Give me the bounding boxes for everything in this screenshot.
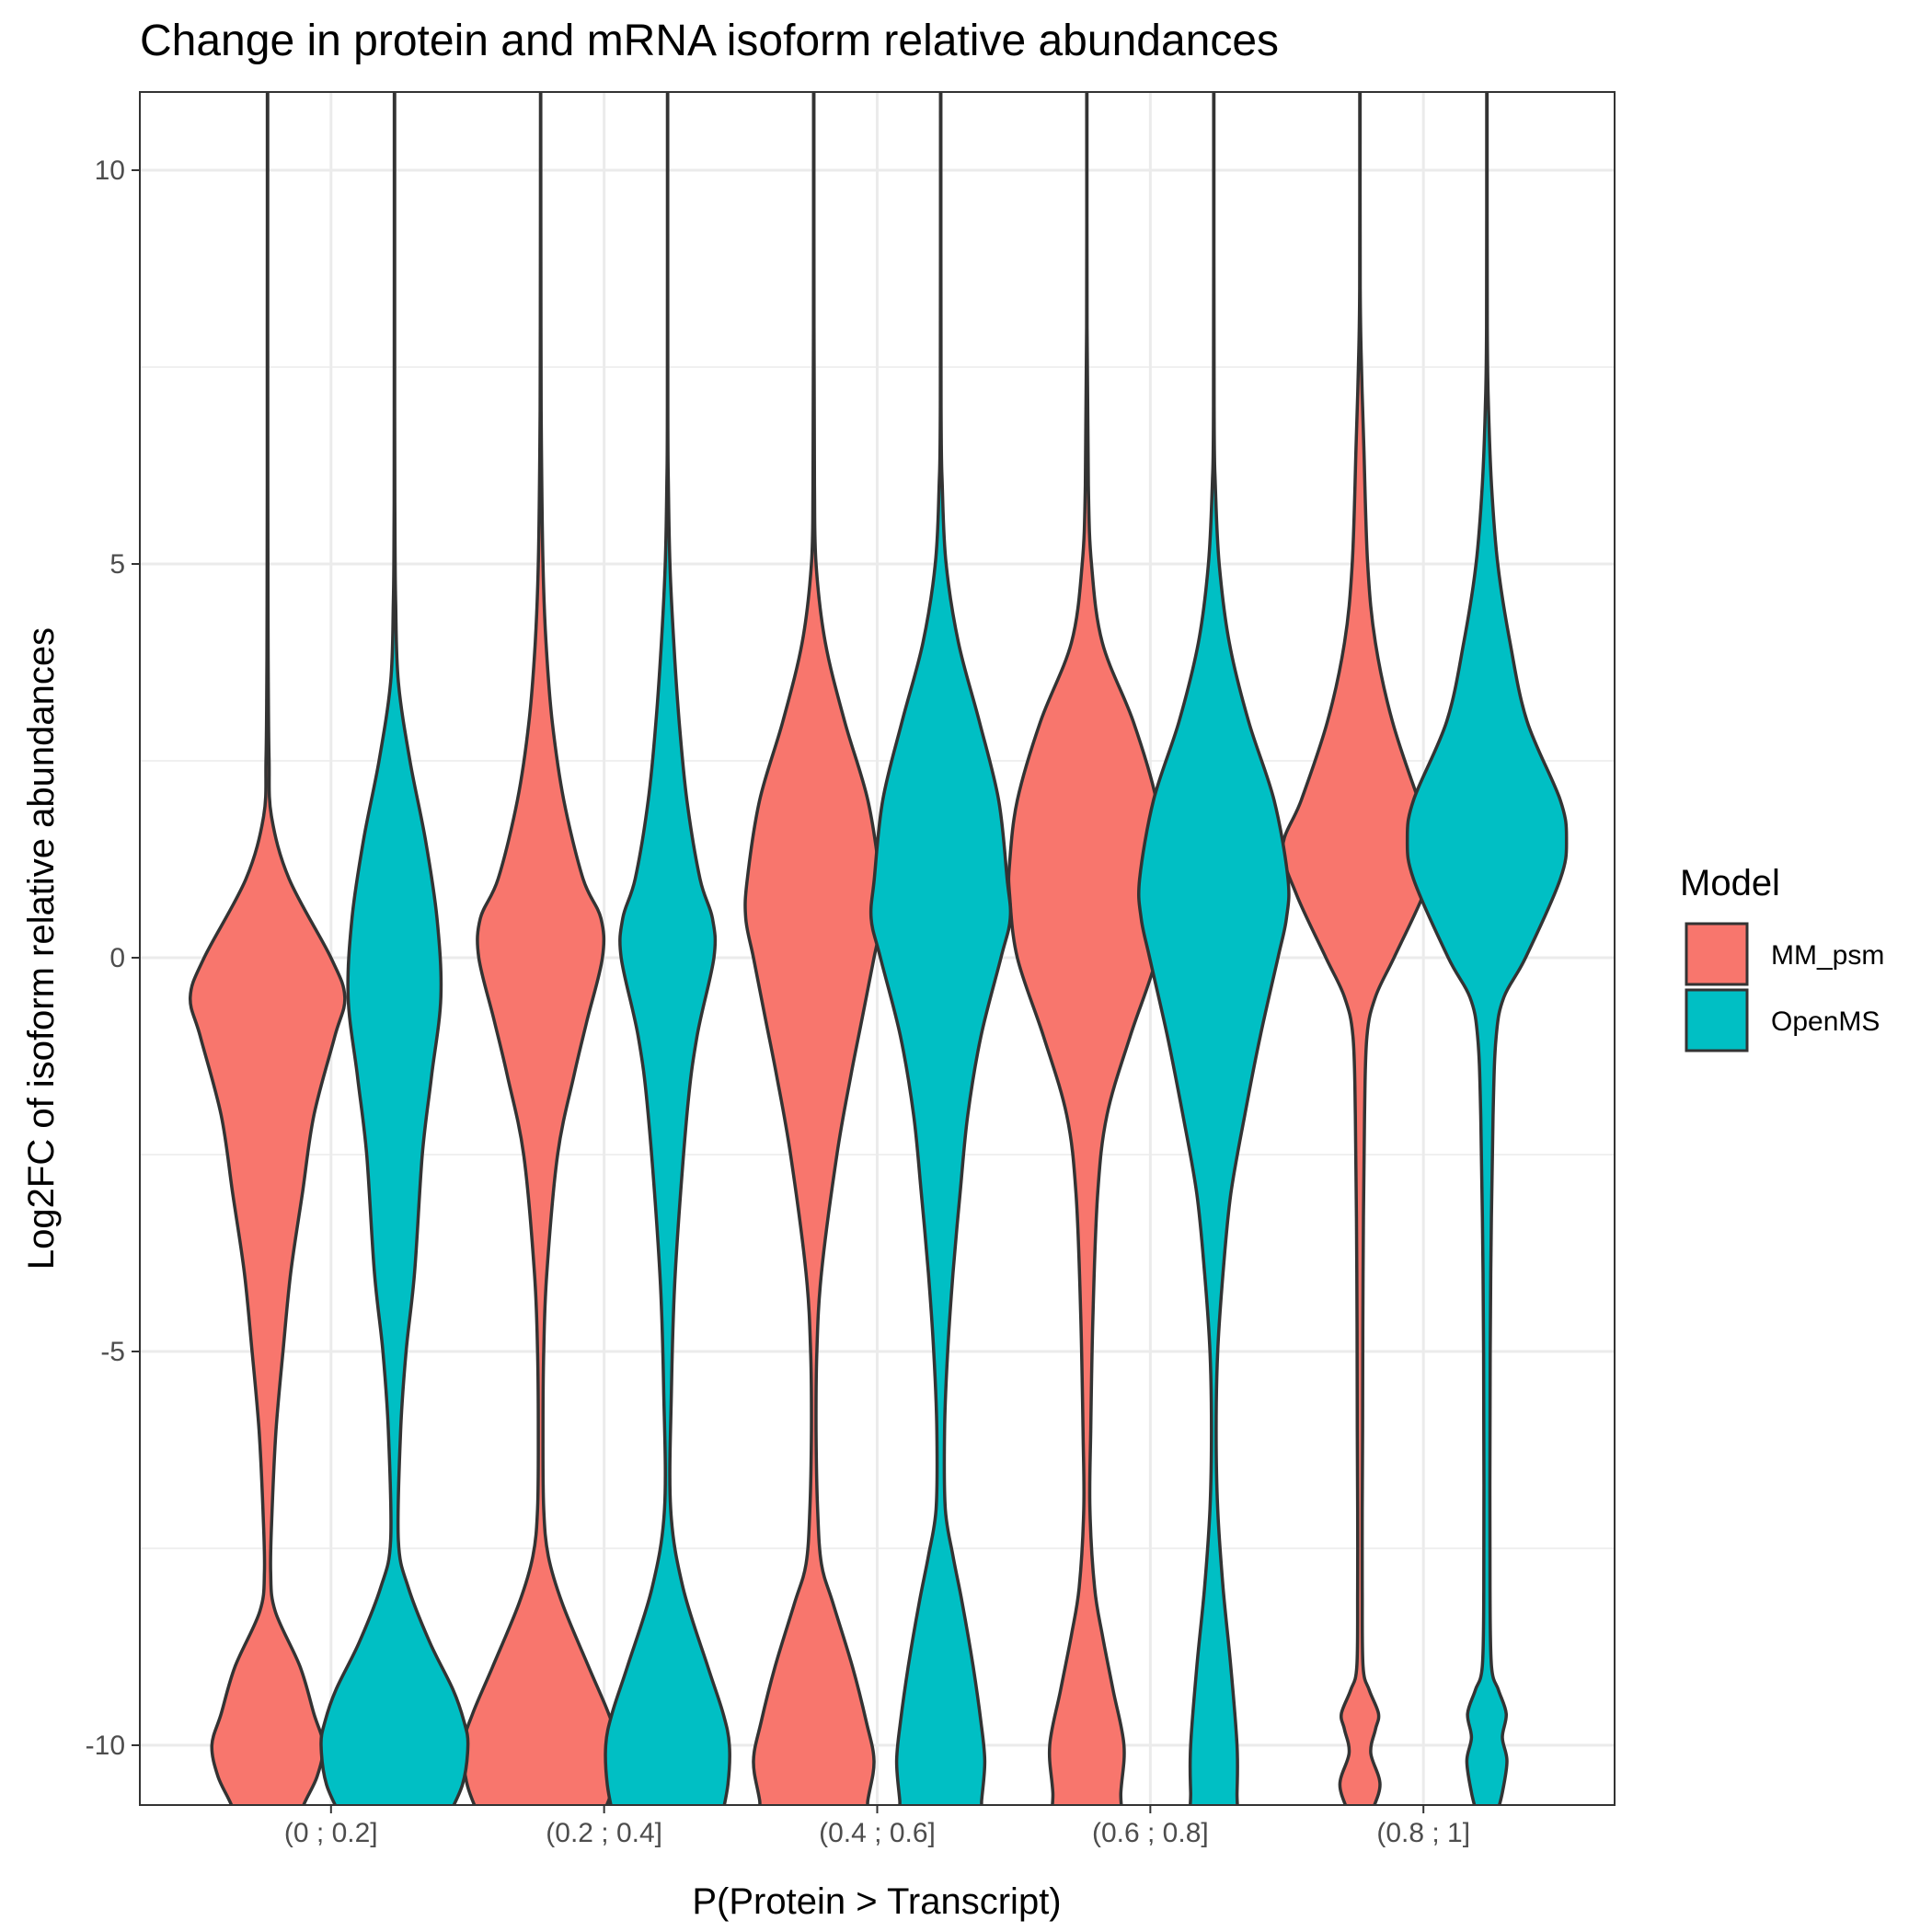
legend-label: OpenMS	[1771, 1006, 1880, 1037]
y-tick-label: 0	[109, 943, 125, 973]
y-tick-label: 5	[109, 549, 125, 580]
violins	[189, 92, 1569, 1805]
x-tick-label: (0.2 ; 0.4]	[546, 1818, 662, 1848]
x-axis-title: P(Protein > Transcript)	[692, 1881, 1061, 1922]
x-tick-label: (0.4 ; 0.6]	[819, 1818, 936, 1848]
y-axis-title: Log2FC of isoform relative abundances	[21, 627, 62, 1270]
legend-entries: MM_psm OpenMS	[1685, 922, 1884, 1052]
violin-openms	[319, 92, 470, 1805]
y-tick-label: -10	[86, 1731, 125, 1761]
legend-key	[1685, 988, 1749, 1052]
legend-key	[1685, 922, 1749, 986]
violin-openms	[1405, 92, 1569, 1805]
axes: 10 5 0 -5 -10 (0 ; 0.2] (0.2 ; 0.4] (0.4 ; 0.6]…	[86, 155, 1470, 1848]
violin-openms	[868, 92, 1013, 1805]
y-tick-label: 10	[95, 155, 125, 186]
legend: Model MM_psm OpenMS	[1680, 863, 1884, 1052]
violin-mm-psm	[189, 92, 347, 1805]
violin-openms	[604, 92, 731, 1805]
x-tick-label: (0.6 ; 0.8]	[1092, 1818, 1209, 1848]
legend-title: Model	[1680, 863, 1780, 903]
legend-label: MM_psm	[1771, 940, 1884, 971]
x-tick-label: (0 ; 0.2]	[284, 1818, 378, 1848]
violin-group	[189, 92, 1569, 1805]
y-tick-label: -5	[100, 1337, 125, 1367]
violin-openms	[1137, 92, 1291, 1805]
chart-title: Change in protein and mRNA isoform relat…	[140, 17, 1279, 65]
violin-mm-psm	[461, 92, 620, 1805]
x-tick-label: (0.8 ; 1]	[1376, 1818, 1470, 1848]
